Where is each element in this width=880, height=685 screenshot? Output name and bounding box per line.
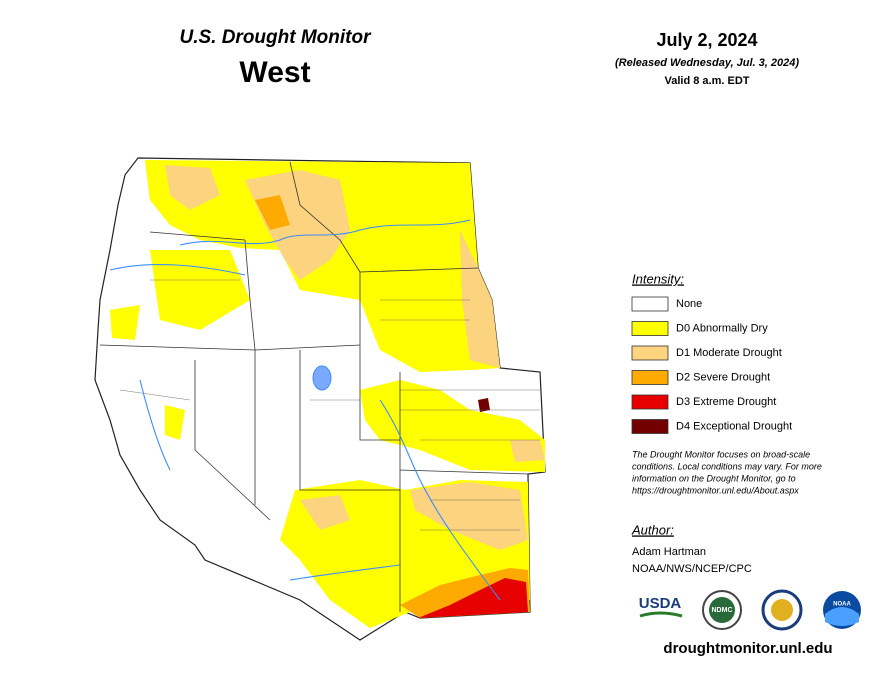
author-title: Author: bbox=[631, 522, 674, 537]
note-line: information on the Drought Monitor, go t… bbox=[632, 473, 796, 483]
logo-noaa-wave bbox=[825, 607, 859, 626]
legend-swatch bbox=[631, 394, 669, 410]
river bbox=[139, 379, 171, 471]
legend-swatch bbox=[631, 345, 669, 361]
drought-area bbox=[460, 230, 500, 368]
logo-ndmc-text: NDMC bbox=[712, 607, 733, 614]
author-name: Adam Hartman bbox=[632, 546, 706, 558]
legend-label: D2 Severe Drought bbox=[676, 371, 770, 383]
drought-area bbox=[300, 495, 350, 530]
note-line: The Drought Monitor focuses on broad-sca… bbox=[632, 449, 810, 459]
released: (Released Wednesday, Jul. 3, 2024) bbox=[615, 57, 799, 69]
drought-area bbox=[150, 250, 250, 330]
drought-area bbox=[145, 160, 500, 372]
legend-label: D1 Moderate Drought bbox=[676, 347, 782, 359]
drought-area bbox=[165, 165, 220, 210]
legend-swatch bbox=[631, 296, 669, 312]
valid: Valid 8 a.m. EDT bbox=[665, 75, 750, 87]
drought-area bbox=[418, 578, 528, 618]
drought-area bbox=[255, 195, 290, 230]
lake bbox=[312, 365, 332, 391]
legend-label: D0 Abnormally Dry bbox=[676, 322, 768, 334]
drought-area bbox=[410, 482, 528, 550]
drought-area bbox=[165, 405, 185, 440]
legend-label: None bbox=[676, 298, 702, 310]
drought-area bbox=[478, 398, 490, 412]
logo-usda-swoosh bbox=[639, 611, 683, 618]
logo-seal-inner bbox=[771, 599, 793, 621]
author-org: NOAA/NWS/NCEP/CPC bbox=[632, 563, 752, 575]
note: The Drought Monitor focuses on broad-sca… bbox=[632, 449, 822, 495]
logo-usda: USDA bbox=[639, 595, 682, 612]
date: July 2, 2024 bbox=[656, 30, 757, 50]
region: West bbox=[239, 56, 310, 89]
river bbox=[109, 264, 246, 276]
note-line: https://droughtmonitor.unl.edu/About.asp… bbox=[632, 485, 799, 495]
legend-label: D4 Exceptional Drought bbox=[676, 420, 792, 432]
river bbox=[289, 564, 401, 581]
drought-area bbox=[360, 380, 545, 472]
river bbox=[379, 399, 501, 601]
state-border bbox=[99, 157, 529, 612]
county-lines bbox=[119, 279, 540, 531]
url: droughtmonitor.unl.edu bbox=[663, 640, 832, 657]
map bbox=[94, 157, 546, 641]
legend-label: D3 Extreme Drought bbox=[676, 396, 776, 408]
drought-area bbox=[510, 440, 545, 462]
legend: Intensity: None D0 Abnormally Dry D1 Moder… bbox=[631, 271, 792, 434]
title: U.S. Drought Monitor bbox=[179, 27, 372, 48]
legend-title: Intensity: bbox=[632, 271, 684, 286]
river bbox=[179, 219, 471, 246]
logos: USDA NDMC NOAA bbox=[639, 589, 861, 631]
legend-swatch bbox=[631, 370, 669, 385]
drought-area bbox=[110, 305, 140, 340]
note-line: conditions. Local conditions may vary. F… bbox=[632, 461, 822, 471]
logo-ndmc-inner bbox=[709, 597, 735, 623]
legend-swatch bbox=[631, 321, 669, 336]
legend-swatch bbox=[631, 419, 669, 434]
logo-noaa-text: NOAA bbox=[833, 602, 851, 608]
